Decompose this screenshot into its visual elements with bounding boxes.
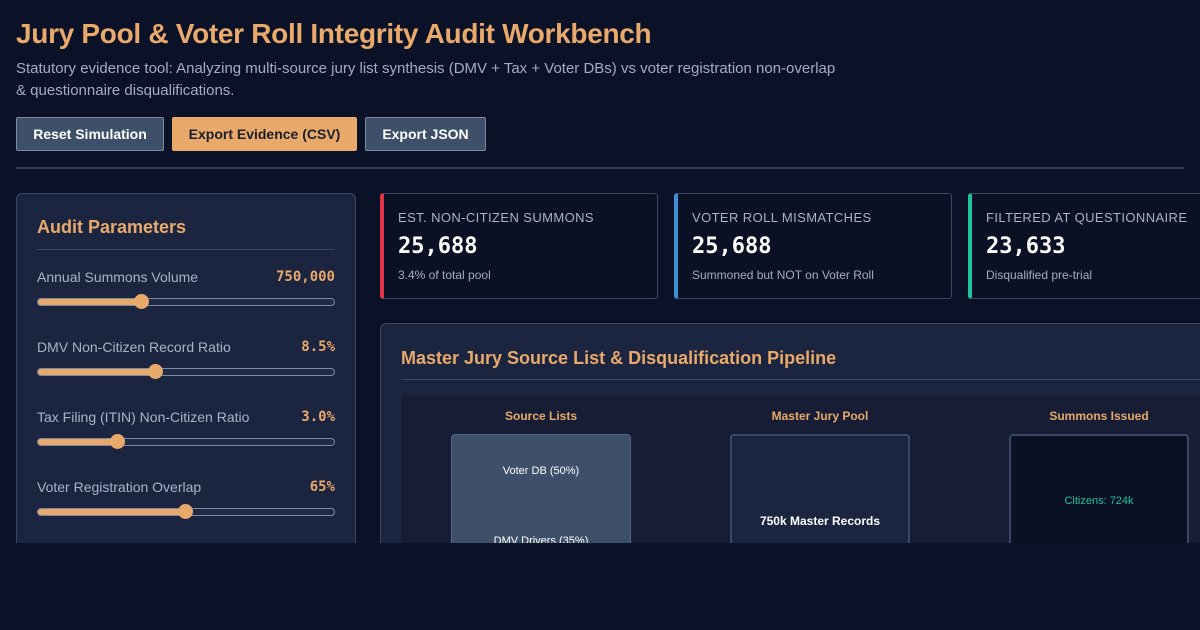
viewport-bottom — [0, 543, 1200, 630]
reset-simulation-button[interactable]: Reset Simulation — [16, 117, 164, 151]
citizens-summons-label: Citizens: 724k — [1064, 495, 1134, 507]
param-dmv-ratio: DMV Non-Citizen Record Ratio 8.5% — [37, 339, 335, 389]
stat-label: FILTERED AT QUESTIONNAIRE — [986, 210, 1188, 225]
param-value: 750,000 — [275, 269, 335, 285]
stat-subtext: 3.4% of total pool — [398, 268, 491, 282]
column-header-master-pool: Master Jury Pool — [771, 409, 869, 423]
stat-subtext: Disqualified pre-trial — [986, 268, 1093, 282]
dmv-ratio-slider[interactable] — [37, 364, 335, 379]
pipeline-title: Master Jury Source List & Disqualificati… — [401, 348, 837, 368]
param-label: DMV Non-Citizen Record Ratio — [37, 339, 231, 355]
page-title: Jury Pool & Voter Roll Integrity Audit W… — [16, 18, 652, 49]
param-label: Voter Registration Overlap — [37, 479, 202, 495]
summons-volume-slider[interactable] — [37, 294, 335, 309]
column-header-sources: Source Lists — [504, 409, 578, 423]
stat-value: 23,633 — [986, 234, 1066, 259]
panel-title: Audit Parameters — [37, 217, 187, 237]
export-csv-button[interactable]: Export Evidence (CSV) — [172, 117, 357, 151]
source-voter-db-label: Voter DB (50%) — [502, 465, 580, 477]
stat-label: EST. NON-CITIZEN SUMMONS — [398, 210, 594, 225]
param-voter-overlap: Voter Registration Overlap 65% — [37, 479, 335, 529]
slider-thumb[interactable] — [109, 434, 125, 449]
param-value: 65% — [309, 479, 335, 495]
stat-card-voter-roll-mismatches: VOTER ROLL MISMATCHES 25,688 Summoned bu… — [674, 193, 952, 299]
audit-parameters-panel: Audit Parameters Annual Summons Volume 7… — [16, 193, 356, 553]
page-subtitle: Statutory evidence tool: Analyzing multi… — [16, 60, 836, 99]
param-value: 8.5% — [301, 339, 335, 355]
column-header-summons: Summons Issued — [1049, 409, 1149, 423]
stat-value: 25,688 — [692, 234, 772, 259]
master-records-label: 750k Master Records — [759, 514, 881, 528]
voter-overlap-slider[interactable] — [37, 504, 335, 519]
panel-divider — [37, 249, 335, 250]
tax-ratio-slider[interactable] — [37, 434, 335, 449]
stat-value: 25,688 — [398, 234, 478, 259]
param-summons-volume: Annual Summons Volume 750,000 — [37, 269, 335, 319]
slider-thumb[interactable] — [148, 364, 164, 379]
pipeline-panel: Master Jury Source List & Disqualificati… — [380, 323, 1200, 584]
export-json-button[interactable]: Export JSON — [365, 117, 486, 151]
param-tax-ratio: Tax Filing (ITIN) Non-Citizen Ratio 3.0% — [37, 409, 335, 459]
param-label: Annual Summons Volume — [37, 269, 199, 285]
slider-thumb[interactable] — [133, 294, 149, 309]
header-divider — [16, 167, 1184, 169]
stat-card-non-citizen-summons: EST. NON-CITIZEN SUMMONS 25,688 3.4% of … — [380, 193, 658, 299]
pipeline-divider — [401, 379, 1200, 380]
stat-label: VOTER ROLL MISMATCHES — [692, 210, 872, 225]
slider-thumb[interactable] — [178, 504, 193, 519]
stat-card-filtered-questionnaire: FILTERED AT QUESTIONNAIRE 23,633 Disqual… — [968, 193, 1200, 299]
param-value: 3.0% — [301, 409, 335, 425]
stat-subtext: Summoned but NOT on Voter Roll — [692, 268, 874, 282]
param-label: Tax Filing (ITIN) Non-Citizen Ratio — [37, 409, 250, 425]
